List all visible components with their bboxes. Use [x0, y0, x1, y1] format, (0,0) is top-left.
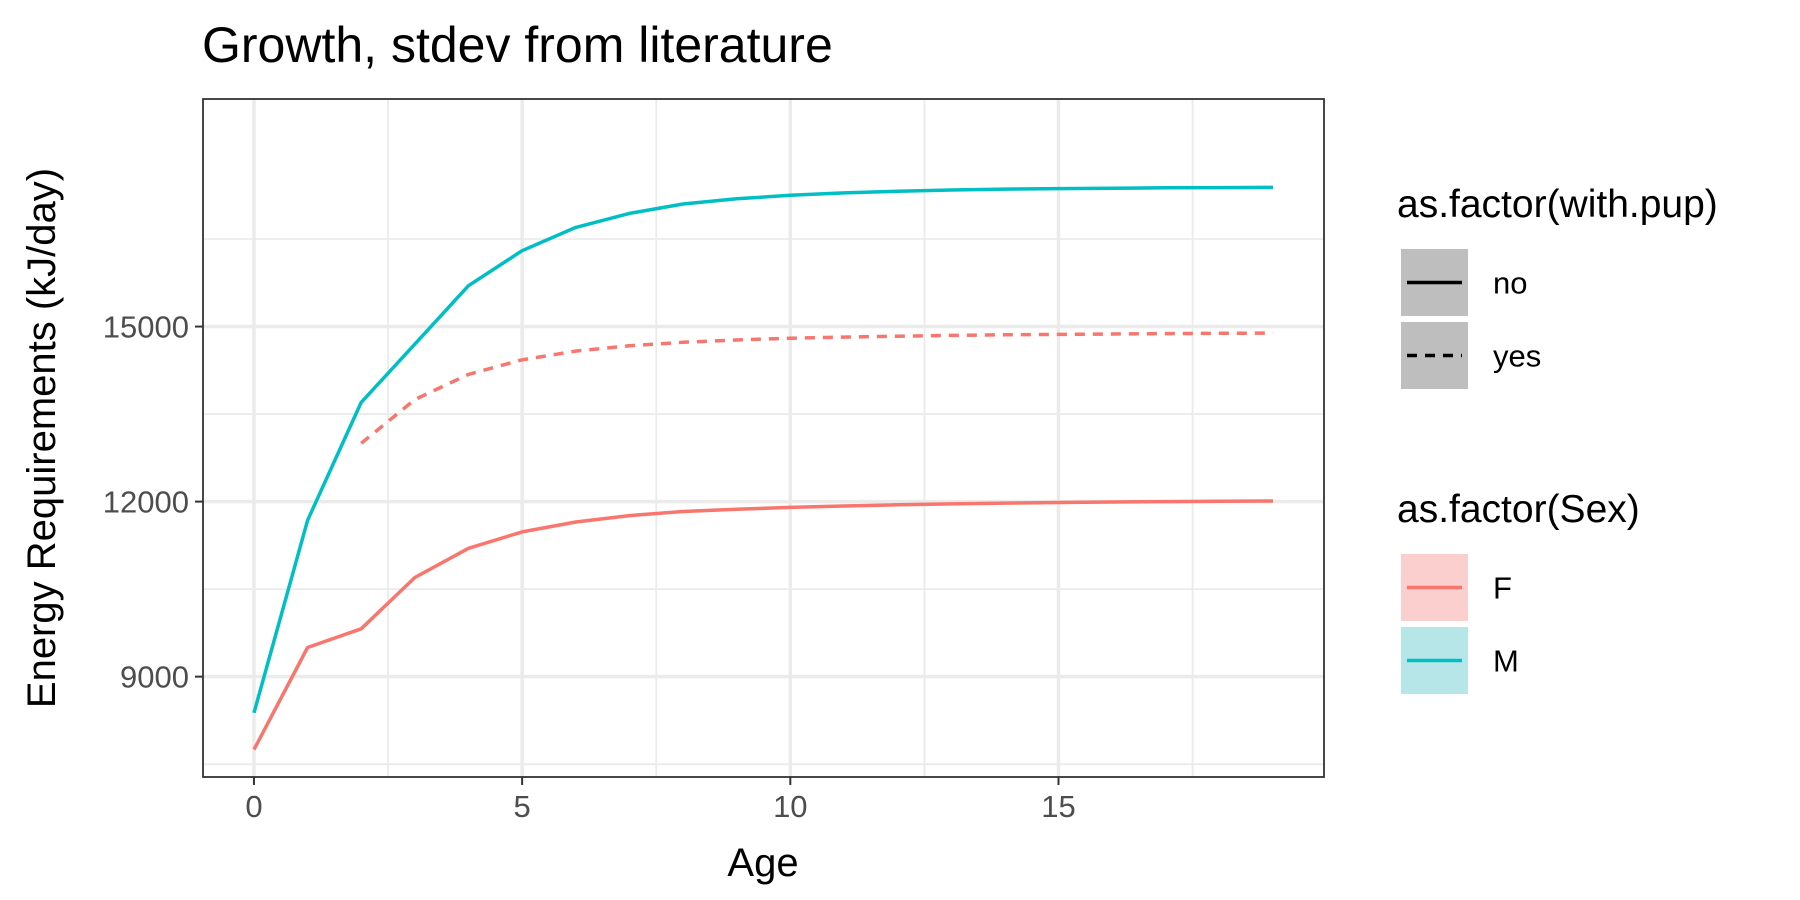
axis-tick-labels: 0 5 10 15 9000 12000 15000: [103, 310, 1076, 824]
x-tick-label: 10: [773, 789, 807, 824]
y-tick-label: 15000: [103, 310, 189, 345]
y-tick-label: 9000: [120, 660, 189, 695]
y-axis-title: Energy Requirements (kJ/day): [20, 168, 64, 708]
legend: as.factor(with.pup) no yes as.factor(Sex) F M: [1397, 183, 1718, 694]
series-line-F-yes: [360, 331, 1274, 445]
x-tick-label: 15: [1041, 789, 1075, 824]
series-line-F-no: [252, 499, 1274, 751]
y-tick-label: 12000: [103, 485, 189, 520]
x-tick-label: 0: [245, 789, 262, 824]
series-lines: [252, 185, 1274, 751]
legend-label: no: [1493, 266, 1527, 301]
chart-title: Growth, stdev from literature: [202, 17, 833, 73]
legend-title: as.factor(Sex): [1397, 488, 1640, 531]
axis-ticks: [195, 325, 1060, 785]
legend-label: yes: [1493, 339, 1541, 374]
plot-panel-border: [202, 98, 1325, 778]
grid: [203, 99, 1324, 777]
x-tick-label: 5: [514, 789, 531, 824]
x-axis-title: Age: [727, 841, 798, 885]
legend-label: M: [1493, 644, 1519, 679]
legend-label: F: [1493, 571, 1512, 606]
legend-title: as.factor(with.pup): [1397, 183, 1718, 226]
series-line-M-no: [252, 185, 1274, 714]
